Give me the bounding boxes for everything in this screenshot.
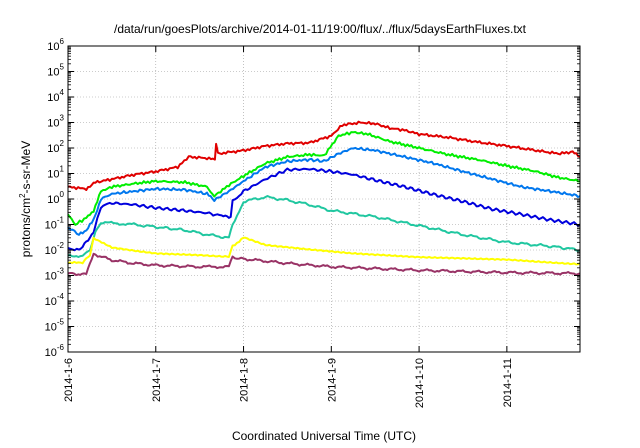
series-line [67, 120, 581, 191]
x-tick-label: 2014-1-9 [326, 358, 338, 402]
y-tick-label: 10-3 [45, 267, 65, 283]
y-tick-label: 104 [47, 88, 64, 104]
y-tick-label: 102 [47, 139, 64, 155]
x-tick-label: 2014-1-6 [63, 358, 75, 402]
series-line [67, 252, 581, 277]
series-line [67, 236, 581, 266]
chart-title: /data/run/goesPlots/archive/2014-01-11/1… [114, 22, 527, 36]
y-tick-label: 105 [47, 63, 64, 79]
x-axis: 2014-1-6 2014-1-7 2014-1-8 2014-1-9 2014-1-1… [63, 46, 514, 408]
y-axis: 10-6 10-5 10-4 10-3 10-2 10-1 100 101 102 103 104 1… [45, 37, 580, 359]
y-axis-title-main: protons/cm [19, 198, 33, 257]
x-tick-label: 2014-1-8 [239, 358, 251, 402]
series-line [67, 131, 581, 226]
y-tick-label: 100 [47, 190, 64, 206]
y-axis-title-sup: 2 [18, 193, 27, 198]
series-group [67, 120, 581, 277]
y-axis-title-rest: -s-sr-MeV [19, 141, 33, 194]
y-tick-label: 10-5 [45, 318, 65, 334]
y-tick-label: 10-4 [45, 292, 65, 308]
series-line [67, 146, 581, 236]
series-line [67, 167, 581, 252]
y-tick-label: 10-2 [45, 241, 65, 257]
y-tick-label: 10-1 [45, 216, 65, 232]
y-axis-title: protons/cm2-s-sr-MeV [18, 141, 33, 257]
x-tick-label: 2014-1-11 [502, 358, 514, 407]
y-tick-label: 10-6 [45, 343, 65, 359]
y-tick-label: 101 [47, 165, 64, 181]
x-tick-label: 2014-1-10 [414, 358, 426, 408]
x-tick-label: 2014-1-7 [151, 358, 163, 402]
y-tick-label: 103 [47, 114, 64, 130]
x-axis-title: Coordinated Universal Time (UTC) [232, 429, 416, 443]
grid [68, 46, 580, 352]
series-line [67, 195, 581, 258]
y-tick-label: 106 [47, 37, 64, 53]
